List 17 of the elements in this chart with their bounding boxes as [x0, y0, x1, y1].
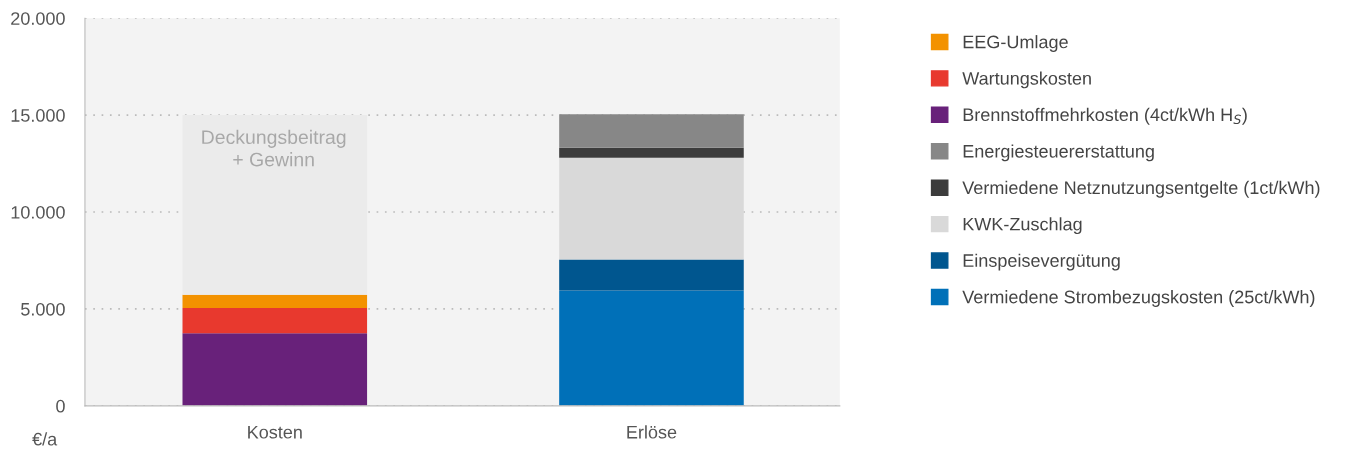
- legend-label: Vermiedene Netznutzungsentgelte (1ct/kWh): [962, 180, 1320, 198]
- y-axis-title: €/a: [32, 432, 58, 446]
- legend-label: Wartungskosten: [962, 71, 1091, 89]
- legend-label: Brennstoffmehrkosten (4ct/kWh H$_{S}$): [963, 107, 1247, 125]
- legend-label: Vermiedene Strombezugskosten (25ct/kWh): [962, 290, 1315, 307]
- x-tick-label: Erlöse: [627, 425, 677, 439]
- legend-label: EEG-Umlage: [963, 35, 1068, 52]
- legend-label: KWK-Zuschlag: [963, 217, 1082, 235]
- y-tick-label: 5.000: [21, 302, 65, 316]
- y-tick-label: 20.000: [11, 12, 65, 25]
- legend-label: Energiesteuererstattung: [963, 144, 1154, 162]
- y-tick-label: 0: [56, 399, 65, 413]
- x-tick-label: Kosten: [248, 425, 302, 439]
- legend-label: Einspeisevergütung: [963, 253, 1120, 271]
- annotation: Deckungsbeitrag + Gewinn: [202, 129, 346, 167]
- y-tick-label: 15.000: [11, 109, 65, 122]
- y-tick-label: 10.000: [11, 205, 65, 219]
